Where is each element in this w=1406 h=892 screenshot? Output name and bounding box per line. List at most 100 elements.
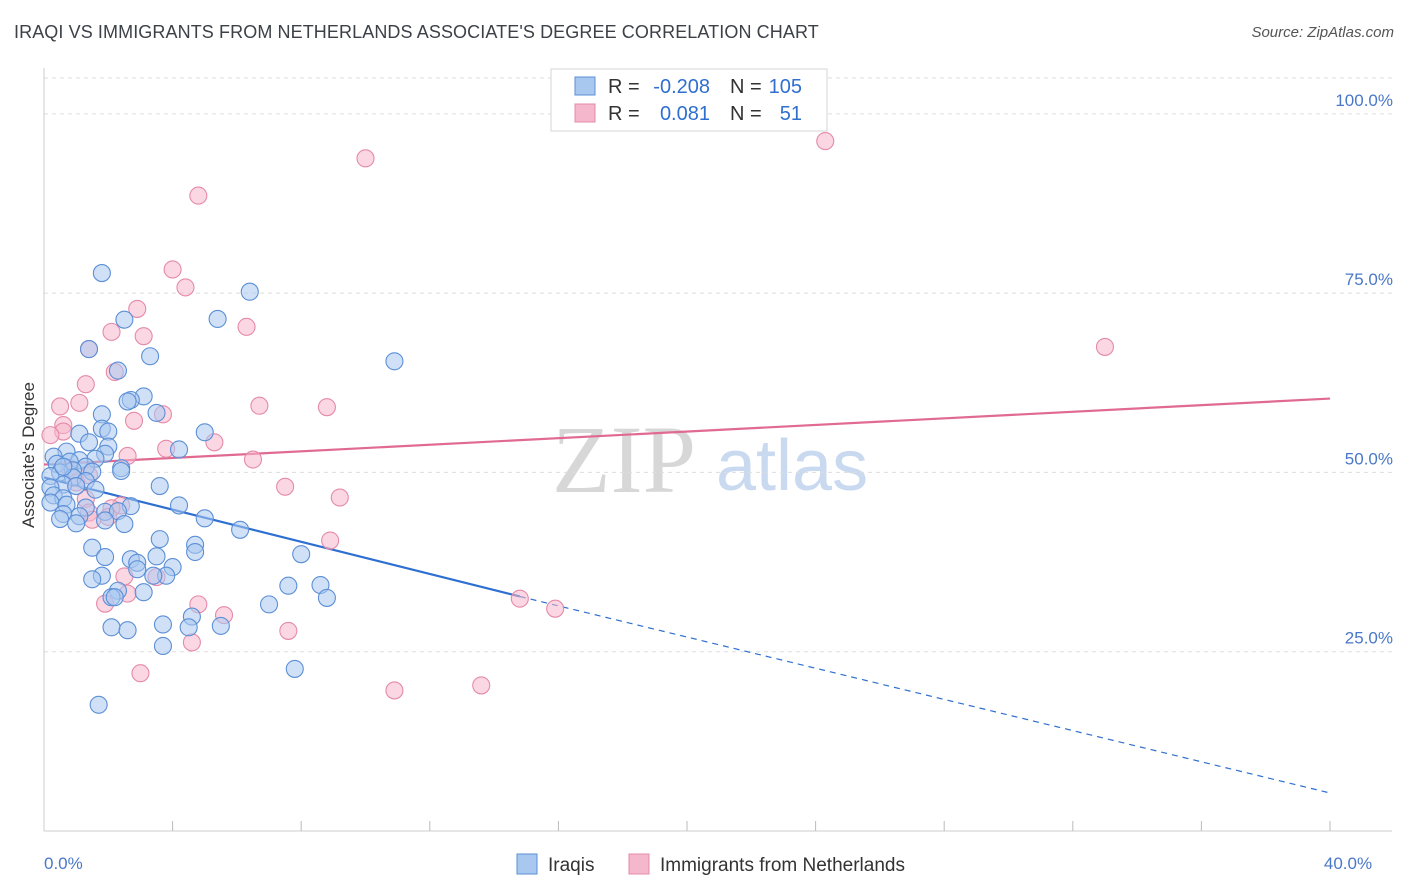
iraqi-point bbox=[134, 583, 153, 602]
netherlands-point bbox=[816, 132, 835, 151]
iraqi-point bbox=[195, 423, 214, 442]
iraqi-point bbox=[89, 695, 108, 714]
iraqi-point bbox=[208, 309, 227, 329]
iraqi-point bbox=[67, 477, 86, 496]
legend-r-label-1: R = bbox=[608, 76, 640, 98]
iraqi-point bbox=[92, 264, 111, 283]
iraqi-point bbox=[259, 595, 279, 614]
netherlands-point bbox=[317, 398, 336, 417]
iraqi-point bbox=[118, 621, 137, 640]
netherlands-point bbox=[41, 426, 60, 445]
bottom-legend-label-iraqis: Iraqis bbox=[548, 855, 594, 876]
iraqi-point bbox=[86, 480, 105, 499]
iraqi-point bbox=[240, 282, 259, 301]
iraqi-point bbox=[195, 509, 214, 528]
legend-box bbox=[550, 68, 828, 132]
iraqi-point bbox=[285, 659, 304, 678]
y-tick-label: 100.0% bbox=[1335, 91, 1393, 110]
iraqi-point bbox=[128, 560, 147, 579]
iraqi-point bbox=[147, 547, 166, 566]
iraqi-point bbox=[51, 509, 70, 529]
watermark-zip: ZIP bbox=[552, 406, 696, 513]
netherlands-point bbox=[1095, 337, 1114, 356]
correlation-legend: R = -0.208 N = 105 R = 0.081 N = 51 bbox=[550, 68, 828, 132]
netherlands-point bbox=[546, 599, 565, 618]
x-tick-label: 40.0% bbox=[1324, 854, 1372, 873]
netherlands-point bbox=[510, 589, 529, 608]
iraqi-point bbox=[118, 392, 137, 411]
netherlands-point bbox=[176, 278, 195, 297]
legend-n-value-1: 105 bbox=[769, 76, 802, 98]
iraqi-points bbox=[41, 264, 404, 714]
iraqi-point bbox=[279, 576, 298, 595]
iraqi-point bbox=[79, 340, 99, 359]
legend-n-label-2: N = bbox=[730, 103, 762, 125]
netherlands-point bbox=[356, 149, 375, 168]
iraqi-point bbox=[112, 461, 131, 481]
iraqi-point bbox=[115, 310, 134, 329]
iraqi-point bbox=[211, 616, 230, 635]
netherlands-point bbox=[102, 322, 121, 341]
netherlands-point bbox=[250, 396, 269, 415]
iraqi-point bbox=[150, 530, 169, 549]
iraqi-point bbox=[67, 514, 86, 533]
netherlands-point bbox=[472, 676, 491, 695]
watermark-atlas: atlas bbox=[716, 426, 868, 506]
y-tick-label: 75.0% bbox=[1345, 270, 1393, 289]
iraqi-point bbox=[317, 588, 336, 607]
iraqi-point bbox=[169, 496, 189, 515]
netherlands-point bbox=[279, 621, 298, 640]
iraqi-point bbox=[153, 615, 173, 634]
netherlands-point bbox=[243, 450, 263, 469]
iraqi-point bbox=[54, 457, 73, 476]
bottom-legend-label-netherlands: Immigrants from Netherlands bbox=[660, 855, 905, 876]
iraqi-point bbox=[292, 545, 311, 564]
source-credit: Source: ZipAtlas.com bbox=[1251, 24, 1394, 41]
netherlands-point bbox=[385, 681, 404, 700]
iraqi-point bbox=[115, 515, 134, 534]
netherlands-point bbox=[51, 397, 70, 416]
iraqi-point bbox=[96, 548, 115, 567]
legend-n-label-1: N = bbox=[730, 76, 762, 98]
iraqi-point bbox=[169, 440, 189, 459]
legend-n-value-2: 51 bbox=[780, 103, 802, 125]
iraqi-point bbox=[83, 538, 102, 557]
netherlands-point bbox=[70, 393, 89, 412]
iraqi-point bbox=[102, 618, 121, 637]
grid bbox=[44, 77, 1392, 653]
iraqi-point bbox=[108, 361, 127, 380]
watermark: ZIP atlas bbox=[552, 406, 868, 513]
y-tick-label: 25.0% bbox=[1345, 629, 1393, 648]
netherlands-point bbox=[131, 664, 150, 683]
iraqi-point bbox=[147, 403, 166, 422]
iraqi-point bbox=[153, 636, 173, 656]
iraqi-point bbox=[141, 347, 160, 366]
legend-r-value-2: 0.081 bbox=[660, 103, 710, 125]
netherlands-point bbox=[76, 375, 95, 394]
axes: 25.0% 50.0% 75.0% 100.0% 0.0% 40.0% bbox=[43, 68, 1393, 873]
legend-r-label-2: R = bbox=[608, 103, 640, 125]
legend-r-value-1: -0.208 bbox=[653, 76, 710, 98]
netherlands-point bbox=[321, 531, 340, 550]
iraqi-point bbox=[179, 618, 198, 637]
chart-title: IRAQI VS IMMIGRANTS FROM NETHERLANDS ASS… bbox=[14, 22, 819, 42]
netherlands-point bbox=[124, 411, 144, 430]
legend-swatch-iraqis bbox=[574, 76, 596, 96]
iraqi-point bbox=[144, 566, 163, 585]
iraqi-point bbox=[99, 422, 118, 441]
netherlands-point bbox=[330, 488, 349, 507]
iraqi-point bbox=[385, 352, 404, 371]
y-tick-label: 50.0% bbox=[1345, 449, 1393, 468]
netherlands-point bbox=[182, 633, 201, 652]
trend-line-iraqis-extrapolated bbox=[519, 595, 1331, 794]
legend-swatch-netherlands bbox=[574, 103, 596, 123]
netherlands-point bbox=[128, 299, 147, 318]
bottom-legend-swatch-netherlands bbox=[628, 853, 650, 875]
netherlands-point bbox=[237, 317, 256, 336]
trend-line-iraqis bbox=[43, 476, 521, 598]
netherlands-point bbox=[189, 186, 208, 205]
netherlands-point bbox=[134, 327, 153, 346]
bottom-legend-swatch-iraqis bbox=[516, 853, 538, 875]
iraqi-point bbox=[79, 433, 99, 452]
iraqi-point bbox=[83, 570, 102, 589]
